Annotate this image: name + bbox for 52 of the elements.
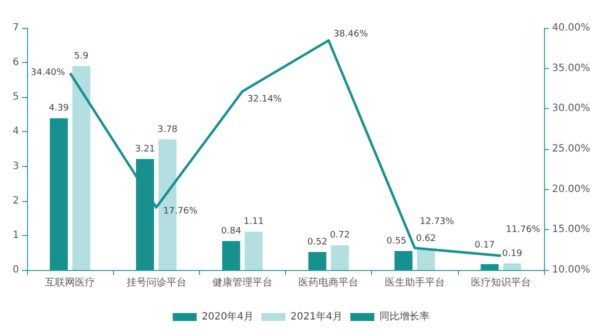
x-tick-label: 医药电商平台 (298, 276, 359, 288)
y2-tick-label: 30.00% (552, 103, 590, 114)
y2-tick-label: 25.00% (552, 144, 590, 154)
data-label: 0.17 (474, 240, 495, 251)
x-tick-label: 互联网医疗 (45, 276, 96, 288)
data-label: 11.76% (506, 224, 541, 235)
x-tick-label: 挂号问诊平台 (126, 276, 186, 288)
data-label: 0.72 (330, 230, 350, 241)
y2-tick-label: 15.00% (552, 224, 590, 236)
data-label: 0.52 (307, 238, 328, 248)
data-label: 5.9 (74, 52, 89, 62)
data-label: 17.76% (163, 206, 198, 216)
x-tick-label: 医生助手平台 (384, 276, 445, 288)
data-label: 4.39 (48, 104, 70, 114)
bar (330, 245, 349, 270)
data-label: 34.40% (30, 68, 66, 78)
data-label: 0.19 (502, 248, 522, 259)
data-label: 3.21 (134, 144, 156, 155)
y-tick-label: 7 (12, 22, 19, 34)
legend-label: 2021年4月 (290, 310, 342, 322)
y2-tick-label: 40.00% (552, 22, 590, 34)
y-tick-label: 5 (12, 92, 19, 103)
x-tick-label: 健康管理平台 (212, 276, 272, 288)
legend-label: 2020年4月 (202, 310, 254, 322)
bar (72, 66, 90, 270)
legend-label: 同比增长率 (379, 310, 430, 322)
data-label: 38.46% (334, 29, 368, 40)
bar (394, 250, 412, 270)
data-label: 1.11 (244, 217, 264, 228)
y2-tick-label: 20.00% (552, 184, 590, 195)
bar (480, 264, 499, 270)
data-label: 3.78 (157, 124, 178, 135)
data-label: 32.14% (247, 94, 282, 104)
data-label: 0.55 (386, 236, 407, 246)
data-label: 0.62 (416, 234, 436, 244)
y-tick-label: 6 (12, 57, 19, 68)
y-tick-label: 0 (12, 264, 19, 276)
y2-tick-label: 35.00% (552, 62, 590, 74)
bar (308, 252, 326, 270)
bar (417, 248, 435, 270)
y-tick-label: 2 (12, 195, 19, 206)
y2-tick-label: 10.00% (552, 264, 590, 276)
data-label: 12.73% (420, 216, 455, 227)
bar (503, 263, 522, 270)
y-tick-label: 4 (12, 126, 19, 138)
y-tick-label: 3 (12, 160, 19, 172)
x-tick-label: 医疗知识平台 (470, 276, 531, 288)
bar (222, 240, 240, 270)
bar (50, 118, 68, 270)
data-label: 0.84 (221, 226, 242, 236)
bar (244, 232, 263, 270)
y-tick-label: 1 (12, 230, 19, 241)
